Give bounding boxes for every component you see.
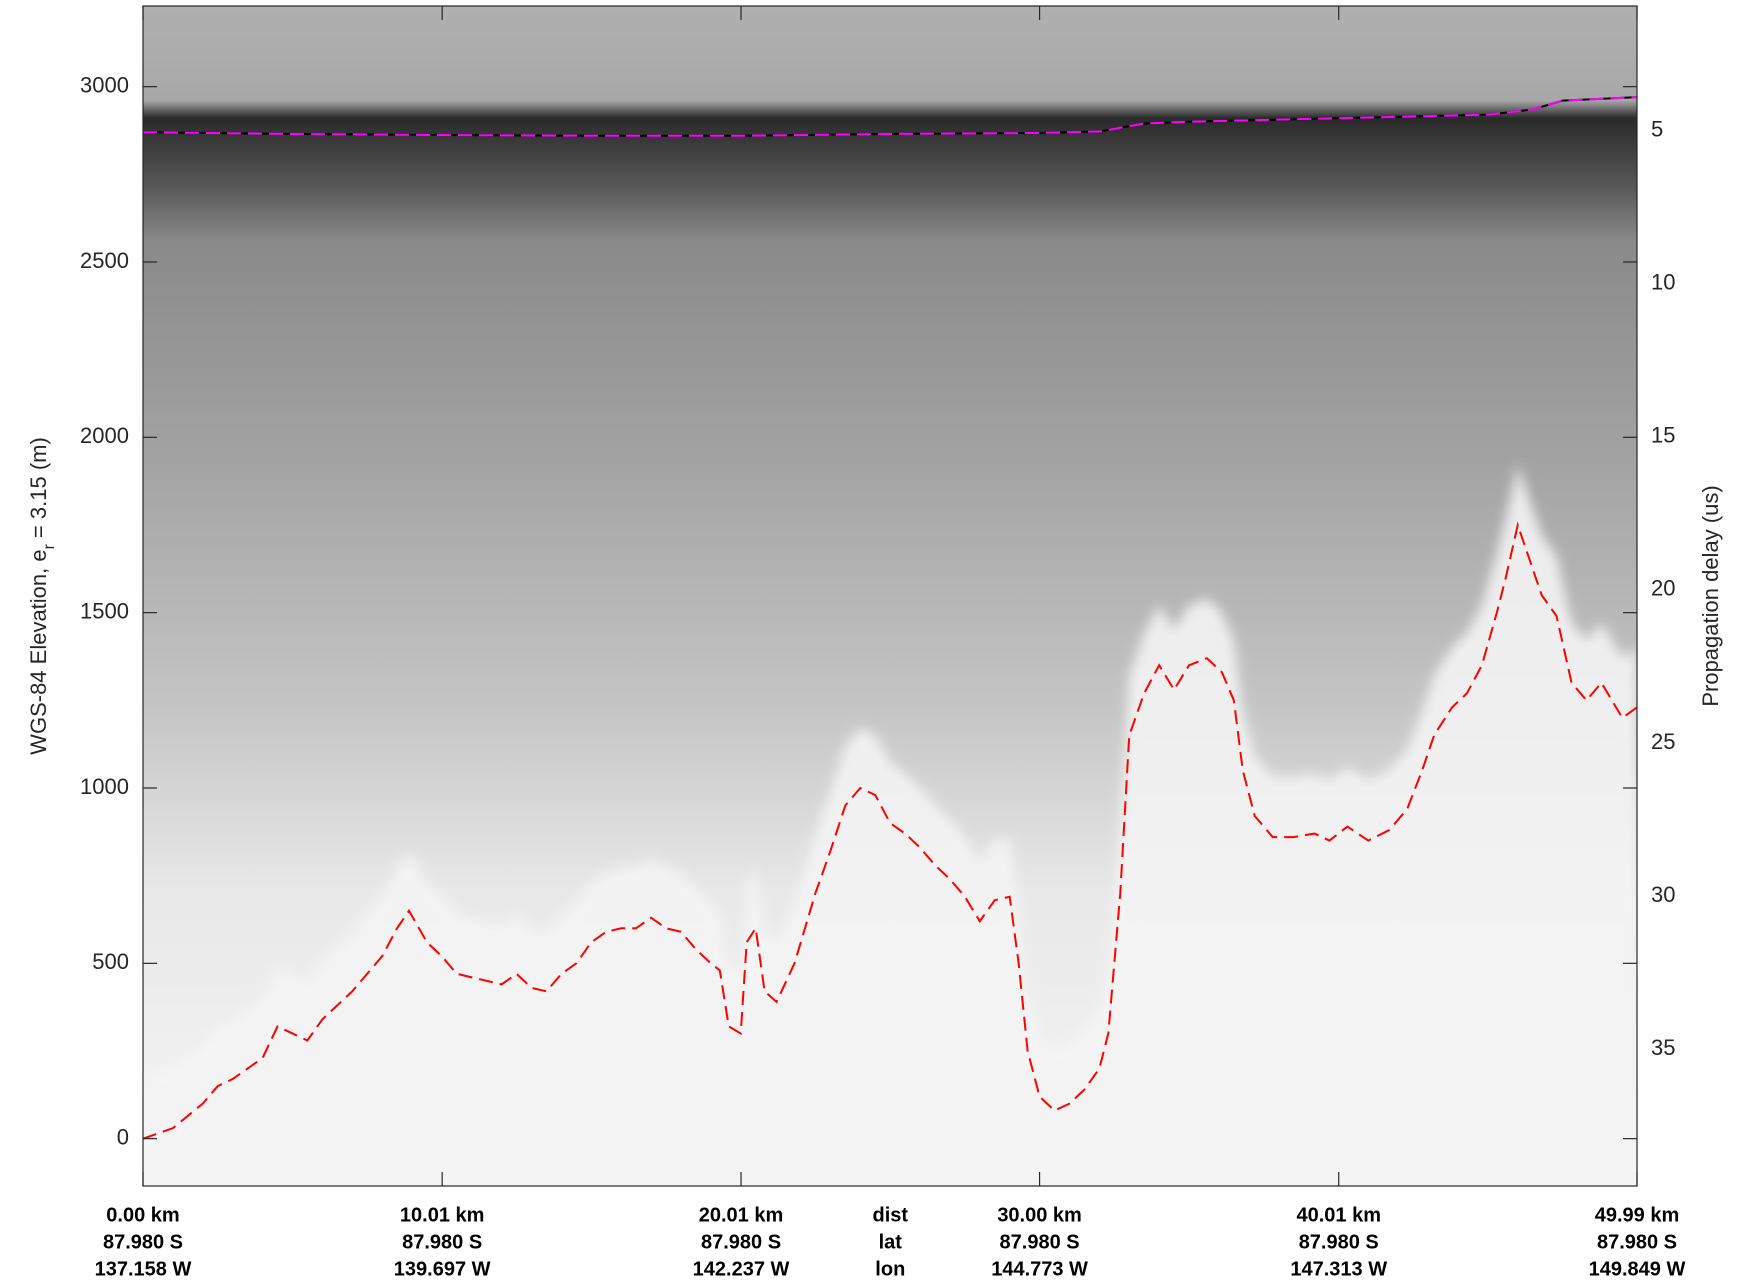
plot-area <box>143 96 1637 1186</box>
x-tick-lat: 87.980 S <box>402 1231 482 1253</box>
row-label: lat <box>879 1231 903 1253</box>
x-tick-lon: 137.158 W <box>95 1258 192 1280</box>
y2-axis-label: Propagation delay (us) <box>1698 485 1723 706</box>
y-tick-label: 3000 <box>80 72 129 97</box>
series-line <box>143 96 1637 137</box>
x-tick-label: 40.01 km <box>1296 1204 1381 1226</box>
y-tick-label: 0 <box>117 1124 129 1149</box>
y-label-sub: r <box>41 543 58 549</box>
x-tick-lat: 87.980 S <box>103 1231 183 1253</box>
y2-tick-label: 20 <box>1651 576 1675 601</box>
y2-tick-label: 35 <box>1651 1035 1675 1060</box>
x-tick-lon: 139.697 W <box>394 1258 491 1280</box>
series-line <box>143 521 1637 1140</box>
y-label-main: WGS-84 Elevation, e <box>26 549 51 754</box>
x-tick-lat: 87.980 S <box>701 1231 781 1253</box>
y-label-end: = 3.15 (m) <box>26 437 51 538</box>
x-tick-lon: 147.313 W <box>1290 1258 1387 1280</box>
y2-tick-label: 30 <box>1651 882 1675 907</box>
x-tick-label: 30.00 km <box>997 1204 1082 1226</box>
x-tick-label: 10.01 km <box>400 1204 485 1226</box>
x-tick-lon: 144.773 W <box>991 1258 1088 1280</box>
y2-tick-label: 15 <box>1651 423 1675 448</box>
x-tick-lat: 87.980 S <box>1000 1231 1080 1253</box>
x-tick-label: 0.00 km <box>106 1204 179 1226</box>
y2-tick-label: 10 <box>1651 270 1675 295</box>
y-tick-label: 1000 <box>80 774 129 799</box>
bed-shading <box>143 464 1637 1186</box>
y2-tick-label: 25 <box>1651 729 1675 754</box>
x-tick-lon: 149.849 W <box>1589 1258 1686 1280</box>
y-tick-label: 2000 <box>80 423 129 448</box>
axes-frame <box>142 5 1638 1187</box>
x-tick-label: 49.99 km <box>1595 1204 1680 1226</box>
y2-tick-label: 5 <box>1651 116 1663 141</box>
row-label: dist <box>873 1204 909 1226</box>
y-tick-label: 500 <box>92 949 129 974</box>
x-tick-lon: 142.237 W <box>693 1258 790 1280</box>
row-label: lon <box>875 1258 905 1280</box>
x-tick-lat: 87.980 S <box>1299 1231 1379 1253</box>
y-axis-label: WGS-84 Elevation, er = 3.15 (m) <box>26 437 58 755</box>
y-tick-label: 2500 <box>80 248 129 273</box>
x-tick-lat: 87.980 S <box>1597 1231 1677 1253</box>
y-tick-label: 1500 <box>80 598 129 623</box>
x-tick-label: 20.01 km <box>699 1204 784 1226</box>
